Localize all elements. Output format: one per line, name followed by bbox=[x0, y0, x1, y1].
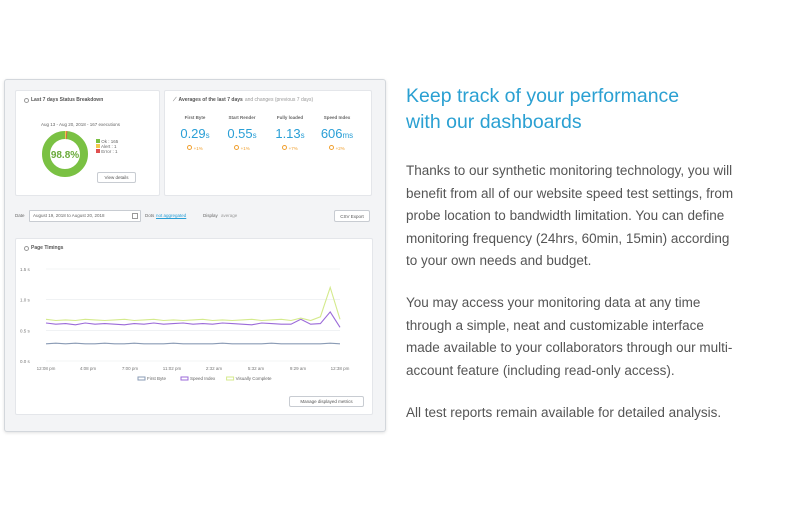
x-tick-label: 5:32 am bbox=[248, 366, 265, 371]
y-tick-label: 0.0 s bbox=[20, 359, 31, 364]
legend-ok: Ok : 165 bbox=[96, 139, 118, 144]
pulse-icon: ⟋ bbox=[173, 97, 177, 103]
paragraph-3: All test reports remain available for de… bbox=[406, 405, 722, 420]
y-tick-label: 1.0 s bbox=[20, 298, 31, 303]
legend-alert: Alert : 1 bbox=[96, 144, 118, 149]
series-line-visually-complete bbox=[45, 285, 341, 322]
legend-error: Error : 1 bbox=[96, 149, 118, 154]
page-timings-chart: 1.5 s 1.0 s 0.5 s 0.0 s 12:08 pm 4:08 pm 7:00 … bbox=[20, 267, 350, 381]
date-range-input[interactable]: August 19, 2018 to August 20, 2018 bbox=[29, 210, 141, 222]
change-icon bbox=[329, 145, 335, 150]
series-line-speed-index bbox=[45, 310, 341, 328]
x-tick-label: 11:02 pm bbox=[163, 366, 182, 371]
page-timings-card: Page Timings 1.5 s 1.0 s 0.5 s 0.0 s 12:08 p… bbox=[15, 238, 373, 415]
x-tick-label: 9:29 am bbox=[290, 366, 307, 371]
dots-select[interactable]: not aggregated bbox=[156, 213, 187, 218]
section-heading: Keep track of your performance with our … bbox=[406, 85, 680, 133]
x-tick-label: 12:38 pm bbox=[331, 366, 350, 371]
dashboard-screenshot: Last 7 days Status Breakdown Aug 13 - Au… bbox=[4, 79, 386, 432]
metric-speed-index: Speed Index 606ms +2% bbox=[320, 115, 354, 151]
x-tick-label: 12:08 pm bbox=[37, 366, 56, 371]
donut-value: 98.8% bbox=[51, 150, 79, 161]
status-icon bbox=[24, 97, 29, 103]
manage-metrics-button[interactable]: Manage displayed metrics bbox=[289, 396, 364, 407]
paragraph-2: You may access your monitoring data at a… bbox=[406, 295, 733, 378]
legend-swatch bbox=[226, 376, 235, 381]
status-legend: Ok : 165 Alert : 1 Error : 1 bbox=[96, 139, 118, 154]
status-donut: 98.8% bbox=[42, 131, 88, 177]
metric-fully-loaded: Fully loaded 1.13s +7% bbox=[275, 115, 305, 151]
display-label: Display bbox=[203, 213, 218, 218]
metric-first-byte: First Byte 0.29s +1% bbox=[180, 115, 210, 151]
legend-swatch bbox=[180, 376, 189, 381]
change-icon bbox=[282, 145, 288, 150]
change-icon bbox=[187, 145, 193, 150]
legend-label: Speed Index bbox=[190, 376, 216, 381]
view-details-button[interactable]: View details bbox=[97, 172, 136, 183]
clock-icon bbox=[24, 245, 29, 251]
csv-export-button[interactable]: CSV Export bbox=[334, 210, 370, 222]
metric-start-render: Start Render 0.55s +1% bbox=[227, 115, 257, 151]
x-tick-label: 7:00 pm bbox=[122, 366, 139, 371]
change-icon bbox=[234, 145, 240, 150]
filter-bar: Date August 19, 2018 to August 20, 2018 … bbox=[15, 210, 370, 222]
timings-card-title: Page Timings bbox=[31, 245, 64, 251]
y-tick-label: 1.5 s bbox=[20, 267, 31, 272]
y-tick-label: 0.5 s bbox=[20, 328, 31, 333]
dots-label: Dots bbox=[145, 213, 155, 218]
paragraph-1: Thanks to our synthetic monitoring techn… bbox=[406, 163, 734, 268]
status-range: Aug 13 - Aug 20, 2018 - 167 executions bbox=[41, 122, 121, 127]
averages-card-subtitle: and changes (previous 7 days) bbox=[244, 97, 314, 103]
status-card-title: Last 7 days Status Breakdown bbox=[31, 97, 104, 103]
legend-swatch bbox=[137, 376, 146, 381]
display-select[interactable]: average bbox=[221, 213, 238, 218]
legend-label: First Byte bbox=[147, 376, 166, 381]
calendar-icon bbox=[132, 213, 138, 219]
date-label: Date bbox=[15, 213, 25, 218]
legend-label: Visually Complete bbox=[236, 376, 272, 381]
averages-card-title: Averages of the last 7 days bbox=[178, 97, 243, 103]
averages-card: ⟋ Averages of the last 7 days and change… bbox=[164, 90, 372, 196]
series-line-first-byte bbox=[45, 342, 341, 345]
x-tick-label: 2:32 am bbox=[206, 366, 223, 371]
x-tick-label: 4:08 pm bbox=[80, 366, 97, 371]
status-breakdown-card: Last 7 days Status Breakdown Aug 13 - Au… bbox=[15, 90, 160, 196]
